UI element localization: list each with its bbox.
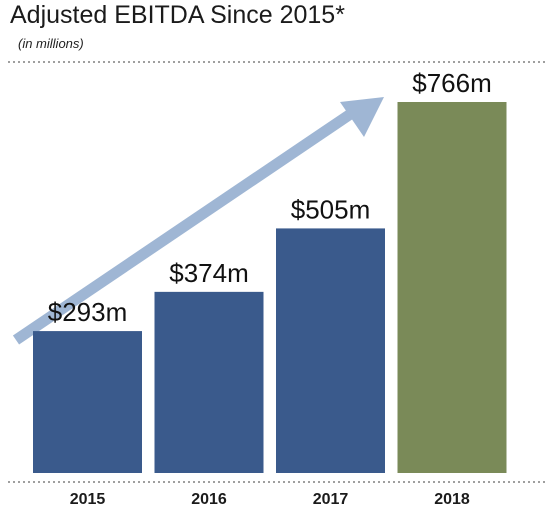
bar-2015: [33, 331, 142, 473]
data-label-2015: $293m: [48, 297, 128, 327]
data-label-2016: $374m: [169, 258, 249, 288]
data-label-2018: $766m: [412, 68, 492, 98]
data-label-2017: $505m: [291, 194, 371, 224]
chart-subtitle: (in millions): [18, 36, 84, 51]
x-tick-label-2017: 2017: [313, 491, 349, 508]
x-tick-label-2016: 2016: [191, 491, 227, 508]
bar-2017: [276, 228, 385, 473]
bar-2016: [154, 291, 264, 473]
trend-arrow-shaft: [12, 108, 356, 345]
chart-title: Adjusted EBITDA Since 2015*: [10, 1, 345, 29]
trend-arrow-head: [340, 97, 384, 137]
x-tick-label-2018: 2018: [434, 491, 470, 508]
bar-2018: [397, 102, 507, 473]
x-tick-label-2015: 2015: [70, 491, 106, 508]
